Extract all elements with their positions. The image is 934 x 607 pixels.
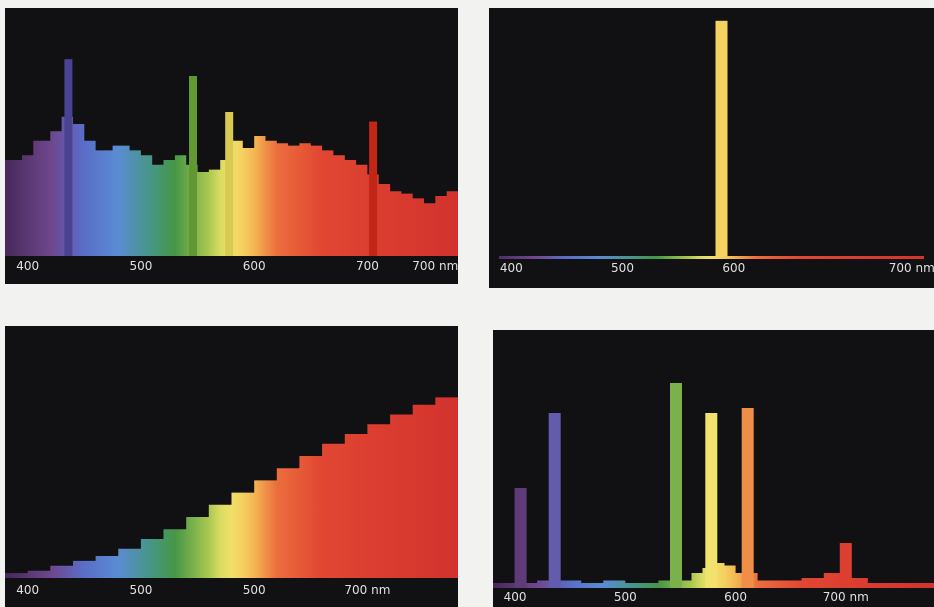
x-tick-label: 500 <box>129 583 152 597</box>
emission-line <box>741 408 754 588</box>
x-tick-label: 500 <box>129 259 152 273</box>
spectrum-plot-2: 400 500 600 700 nm <box>499 20 934 275</box>
x-tick-label: 600 <box>243 259 266 273</box>
emission-line <box>839 543 852 588</box>
x-tick-label: 700 <box>356 259 379 273</box>
x-tick-label: 700 nm <box>412 259 458 273</box>
x-tick-label: 600 <box>724 590 747 604</box>
x-tick-label: 400 <box>500 261 523 275</box>
x-tick-label: 400 <box>16 259 39 273</box>
x-tick-label: 700 nm <box>344 583 390 597</box>
spectral-peak <box>189 76 197 256</box>
monochromatic-line-panel: 400 500 600 700 nm <box>489 8 934 288</box>
incandescent-spectrum-panel: 400 500 500 700 nm <box>5 326 458 607</box>
spectrum-plot-3: 400 500 500 700 nm <box>5 387 458 597</box>
emission-line <box>548 413 561 588</box>
x-tick-label: 500 <box>243 583 266 597</box>
emission-line <box>705 413 718 588</box>
x-tick-label: 700 nm <box>889 261 934 275</box>
continuous-spectrum-panel: 400 500 600 700 700 nm <box>5 8 458 284</box>
spectral-peak <box>225 112 234 256</box>
spectrum-area <box>5 387 458 578</box>
spectral-peak <box>369 121 378 256</box>
x-tick-label: 400 <box>504 590 527 604</box>
line-spectrum-panel: 400 500 600 700 nm <box>493 330 934 607</box>
spectrum-plot-1: 400 500 600 700 700 nm <box>5 59 458 273</box>
spectral-peak <box>64 59 73 257</box>
x-tick-label: 700 nm <box>823 590 869 604</box>
x-tick-label: 500 <box>611 261 634 275</box>
emission-line <box>715 20 728 258</box>
emission-line <box>514 488 527 588</box>
emission-line <box>670 383 682 588</box>
x-tick-label: 400 <box>16 583 39 597</box>
baseline-strip <box>499 256 924 259</box>
spectrum-plot-4: 400 500 600 700 nm <box>493 383 934 604</box>
x-tick-label: 500 <box>614 590 637 604</box>
x-tick-label: 600 <box>722 261 745 275</box>
